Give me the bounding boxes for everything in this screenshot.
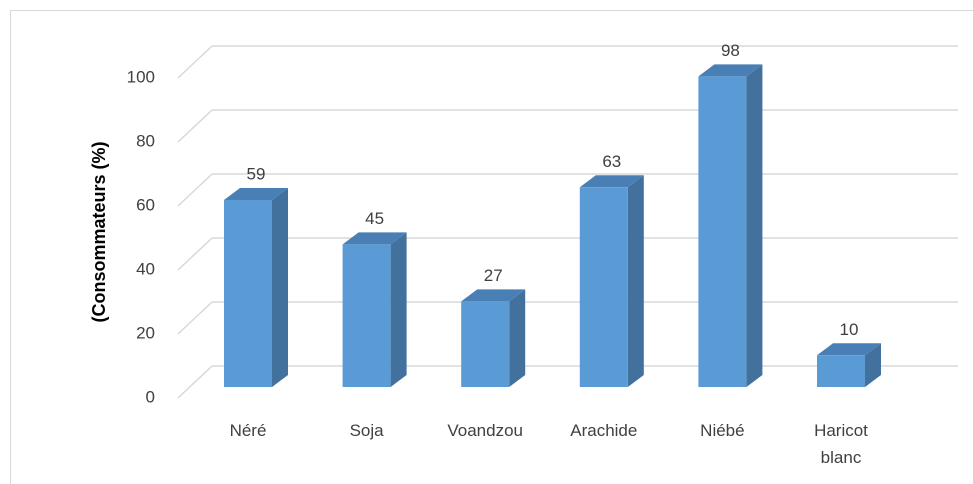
bar-top bbox=[817, 343, 881, 356]
bar bbox=[342, 244, 391, 387]
grid-line-side bbox=[177, 365, 213, 399]
data-label: 45 bbox=[365, 209, 384, 228]
data-label: 98 bbox=[721, 41, 740, 60]
y-tick-label: 100 bbox=[127, 67, 155, 86]
x-tick-label: Niébé bbox=[700, 421, 745, 440]
bar-side bbox=[746, 64, 763, 387]
x-tick-label: Néré bbox=[229, 421, 267, 440]
grid-line-side bbox=[177, 45, 213, 79]
bar bbox=[579, 187, 628, 387]
y-tick-label: 20 bbox=[136, 323, 155, 342]
bar-top bbox=[579, 175, 644, 188]
bar-top bbox=[224, 187, 288, 200]
bar-top bbox=[698, 64, 763, 77]
grid-line-side bbox=[177, 109, 213, 143]
y-tick-label: 40 bbox=[136, 259, 155, 278]
data-label: 59 bbox=[247, 164, 266, 183]
bar bbox=[817, 355, 865, 387]
bar-top bbox=[461, 289, 526, 302]
y-tick-label: 0 bbox=[146, 387, 155, 406]
bar-side bbox=[272, 187, 288, 387]
bar-side bbox=[390, 232, 407, 387]
bar-side bbox=[627, 175, 644, 387]
bar-side bbox=[865, 343, 881, 387]
chart-border bbox=[10, 10, 973, 484]
x-tick-label: Soja bbox=[349, 421, 384, 440]
bar bbox=[698, 76, 747, 387]
bar bbox=[224, 199, 272, 387]
grid-line-side bbox=[177, 173, 213, 207]
bar bbox=[461, 301, 510, 387]
data-label: 27 bbox=[484, 266, 503, 285]
bar-side bbox=[509, 289, 526, 387]
grid-line-side bbox=[177, 301, 213, 335]
x-tick-label: Arachide bbox=[570, 421, 638, 440]
grid-line-side bbox=[177, 237, 213, 271]
y-axis-label: (Consommateurs (%) bbox=[89, 141, 109, 322]
x-tick-label: Haricot blanc bbox=[814, 421, 868, 467]
y-tick-label: 60 bbox=[136, 195, 155, 214]
y-tick-label: 80 bbox=[136, 131, 155, 150]
x-tick-label: Voandzou bbox=[447, 421, 523, 440]
bar-top bbox=[342, 232, 407, 245]
data-label: 10 bbox=[840, 320, 859, 339]
data-label: 63 bbox=[602, 152, 621, 171]
